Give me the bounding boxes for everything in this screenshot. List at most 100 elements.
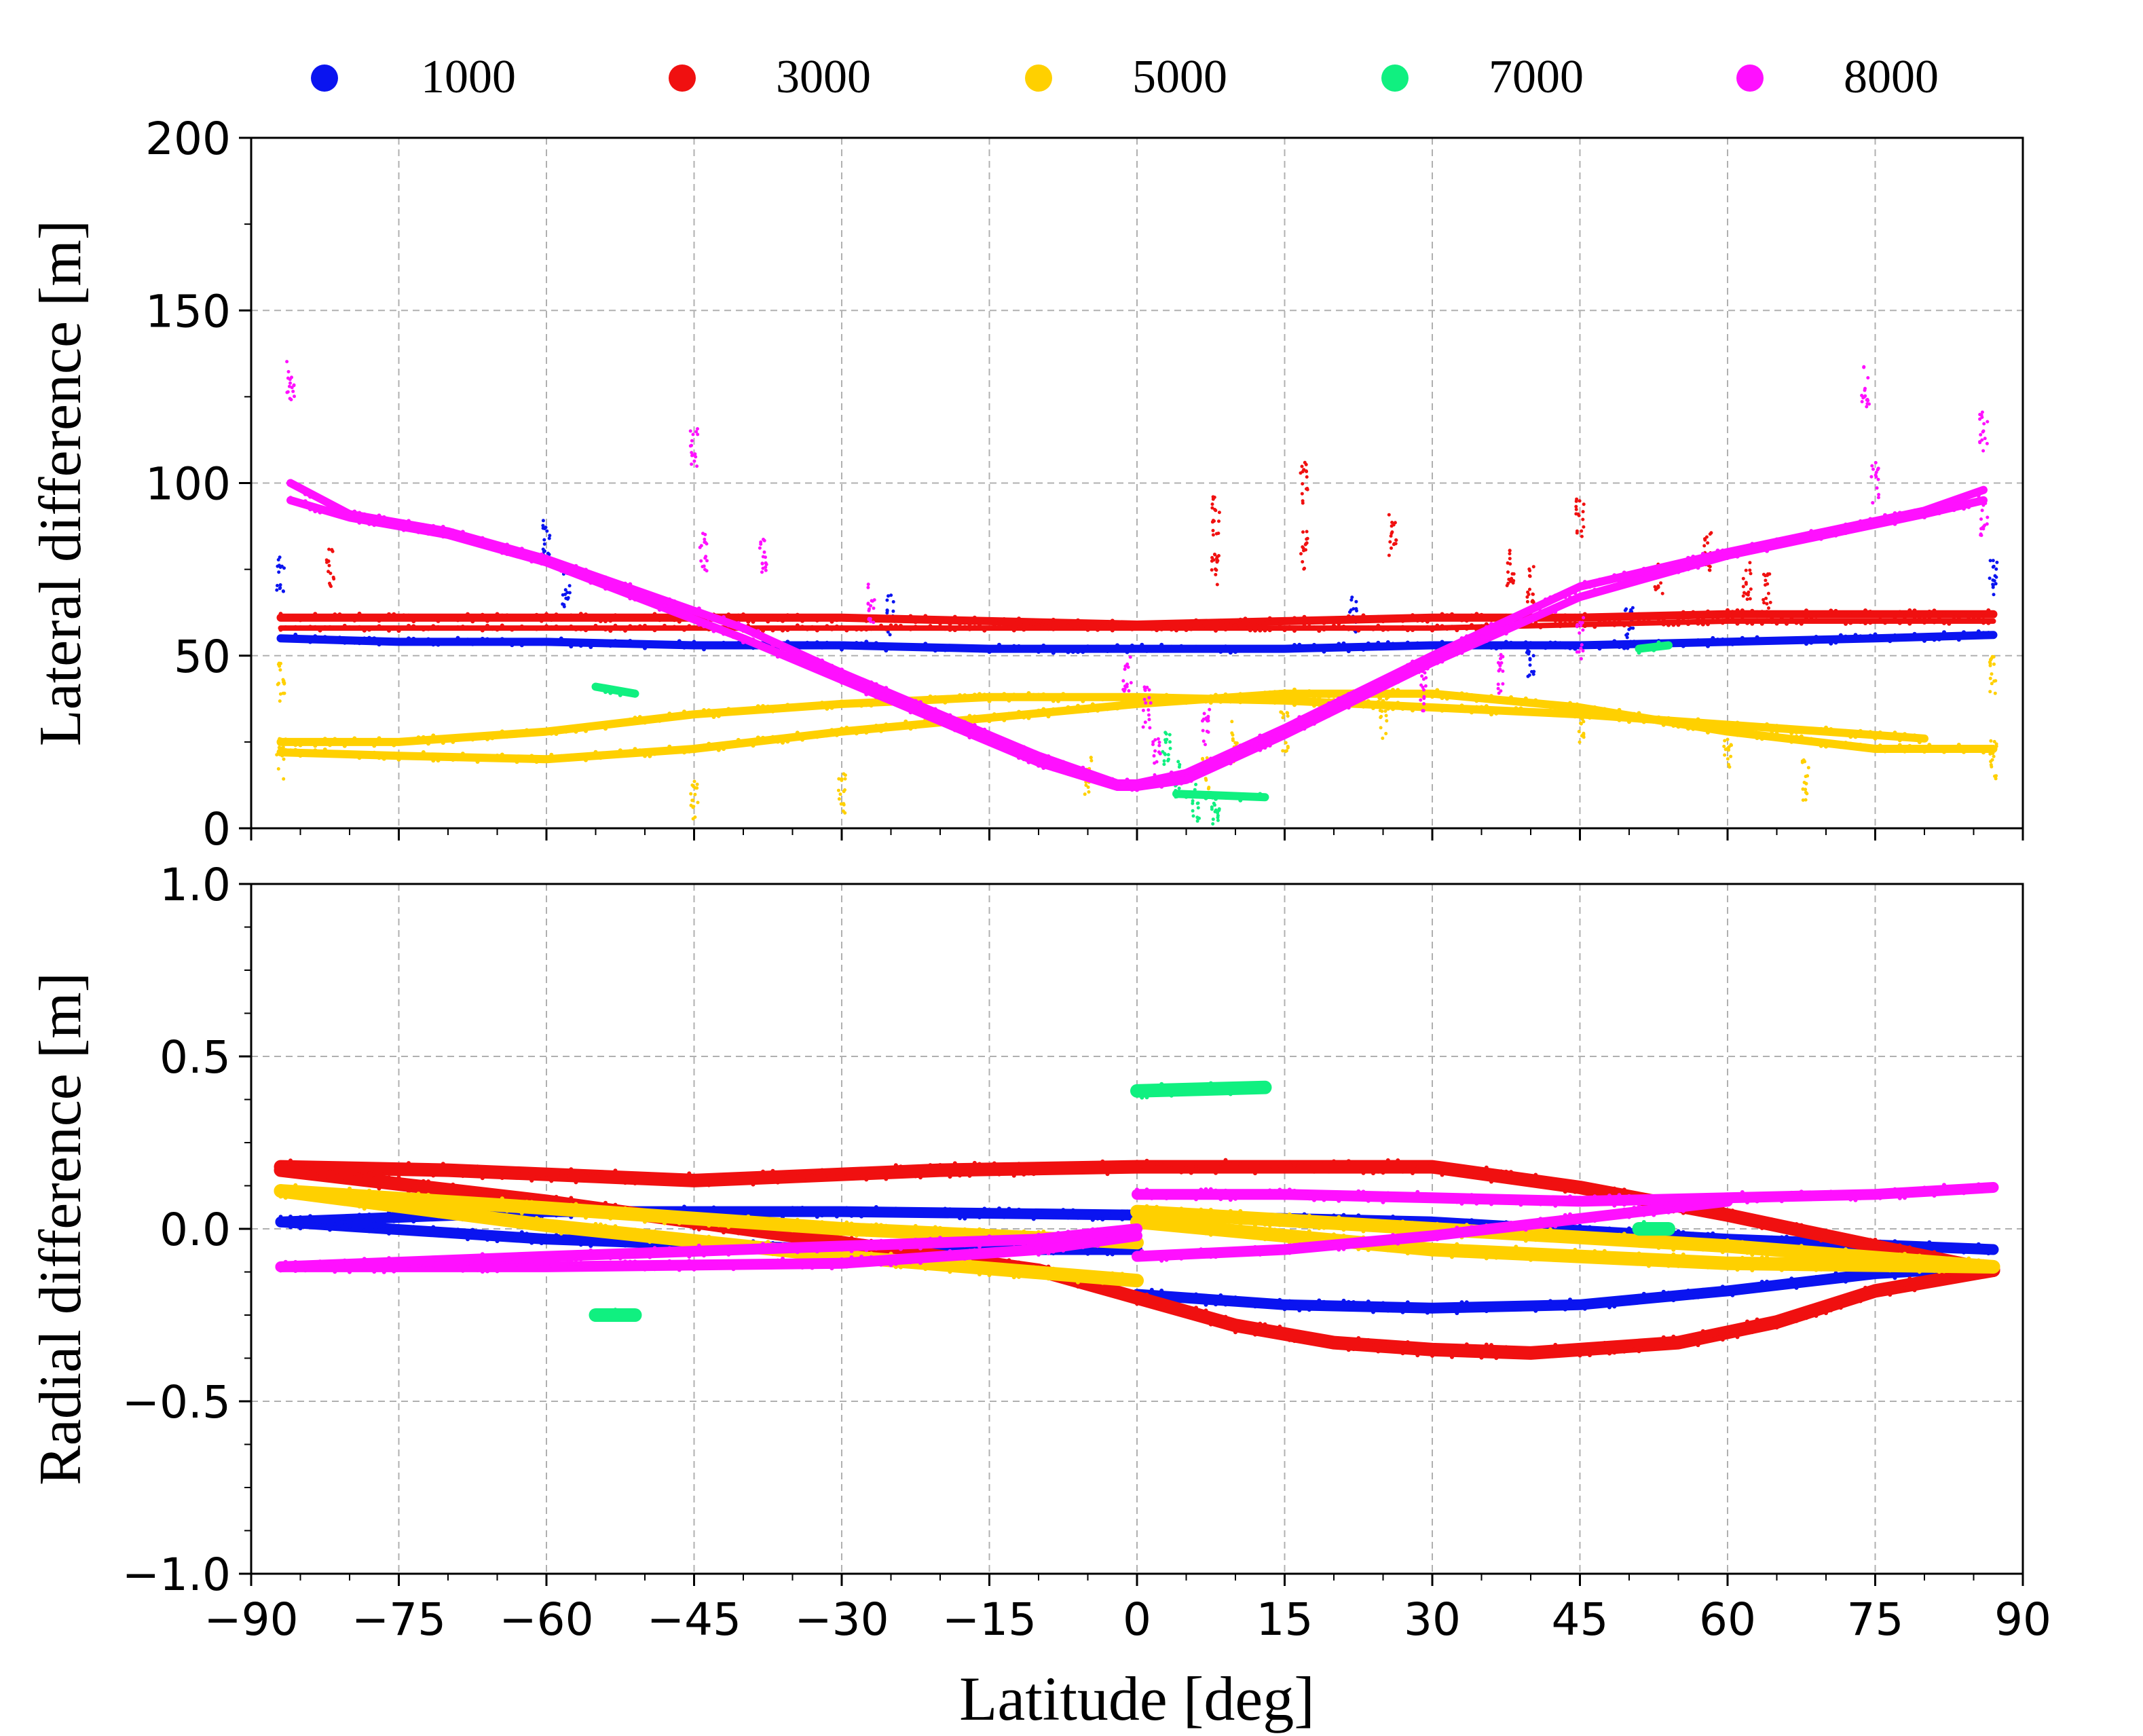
data-point-3000 — [352, 1175, 357, 1179]
outlier-point-8000 — [1576, 623, 1580, 627]
data-point-3000 — [618, 627, 622, 631]
data-point-3000 — [628, 1172, 633, 1177]
data-point-3000 — [1711, 1207, 1715, 1212]
data-point-1000 — [1420, 642, 1425, 647]
data-point-3000 — [1031, 625, 1036, 629]
data-point-3000 — [1155, 620, 1159, 625]
data-point-3000 — [1287, 1337, 1292, 1342]
data-point-8000 — [1942, 504, 1946, 508]
data-point-3000 — [810, 625, 815, 629]
data-point-1000 — [1765, 639, 1769, 644]
data-point-5000 — [766, 739, 770, 743]
data-point-5000 — [1070, 708, 1075, 713]
data-point-1000 — [1110, 1211, 1115, 1215]
outlier-point-5000 — [693, 792, 697, 796]
data-point-5000 — [1759, 727, 1764, 732]
data-point-3000 — [1844, 1300, 1848, 1305]
data-point-3000 — [1715, 1208, 1720, 1213]
data-point-3000 — [1563, 1351, 1567, 1356]
data-point-3000 — [603, 1170, 608, 1175]
data-point-3000 — [1715, 613, 1720, 617]
data-point-3000 — [1361, 1170, 1366, 1175]
data-point-8000 — [1912, 515, 1917, 519]
data-point-3000 — [825, 624, 830, 629]
data-point-5000 — [593, 1212, 598, 1216]
data-point-1000 — [1174, 648, 1178, 652]
data-point-3000 — [795, 623, 800, 628]
data-point-3000 — [751, 1182, 756, 1187]
data-point-3000 — [781, 1233, 785, 1238]
outlier-point-3000 — [1301, 530, 1305, 534]
data-point-3000 — [1411, 613, 1415, 618]
data-point-1000 — [1607, 642, 1611, 646]
data-point-3000 — [1405, 1340, 1410, 1344]
data-point-3000 — [992, 1161, 996, 1166]
data-point-5000 — [1056, 707, 1060, 712]
data-point-3000 — [1199, 625, 1204, 630]
data-point-3000 — [795, 612, 800, 617]
data-point-5000 — [657, 718, 662, 723]
outlier-point-1000 — [562, 603, 566, 607]
data-point-5000 — [584, 728, 588, 733]
data-point-1000 — [840, 647, 844, 652]
y-tick-label: 200 — [145, 113, 231, 165]
outlier-point-3000 — [1388, 540, 1392, 544]
data-point-1000 — [1819, 1280, 1823, 1285]
data-point-3000 — [455, 618, 460, 623]
data-point-5000 — [569, 728, 574, 733]
data-point-3000 — [1464, 618, 1469, 623]
data-point-3000 — [1883, 1287, 1887, 1292]
data-point-8000 — [1046, 754, 1051, 758]
data-point-5000 — [1130, 703, 1134, 707]
data-point-1000 — [308, 1225, 312, 1230]
outlier-point-5000 — [1994, 777, 1998, 781]
data-point-5000 — [667, 712, 672, 716]
data-point-1000 — [1459, 1218, 1464, 1223]
data-point-3000 — [1096, 1289, 1100, 1293]
data-point-3000 — [1553, 622, 1558, 627]
data-point-1000 — [1622, 646, 1626, 650]
data-point-8000 — [633, 597, 637, 602]
data-point-1000 — [470, 642, 475, 646]
data-point-1000 — [1278, 1297, 1282, 1302]
outlier-point-3000 — [1575, 531, 1579, 535]
data-point-5000 — [1785, 724, 1789, 729]
data-point-1000 — [381, 640, 386, 644]
data-point-1000 — [1715, 1289, 1720, 1294]
data-point-3000 — [1273, 1161, 1277, 1165]
data-point-5000 — [490, 754, 495, 759]
data-point-1000 — [899, 1209, 903, 1214]
outlier-point-5000 — [1204, 777, 1208, 781]
data-point-3000 — [1341, 1162, 1346, 1166]
data-point-3000 — [1696, 1343, 1700, 1348]
data-point-1000 — [711, 642, 716, 646]
data-point-3000 — [1509, 1170, 1513, 1175]
data-point-3000 — [1017, 1260, 1021, 1265]
data-point-5000 — [1400, 690, 1405, 695]
data-point-3000 — [770, 615, 775, 620]
data-point-1000 — [1878, 635, 1882, 640]
data-point-5000 — [766, 1224, 770, 1229]
data-point-1000 — [510, 1234, 515, 1239]
data-point-8000 — [1066, 771, 1070, 776]
data-point-3000 — [1455, 1344, 1459, 1348]
outlier-point-5000 — [690, 783, 694, 787]
data-point-3000 — [1046, 627, 1051, 631]
data-point-8000 — [1238, 751, 1243, 756]
data-point-5000 — [1838, 745, 1843, 750]
data-point-1000 — [1070, 1208, 1075, 1213]
data-point-8000 — [1568, 590, 1572, 595]
outlier-point-5000 — [1991, 752, 1995, 756]
data-point-3000 — [1208, 1168, 1213, 1172]
data-point-8000 — [756, 642, 760, 647]
data-point-8000 — [1081, 773, 1085, 778]
data-point-8000 — [372, 523, 377, 528]
data-point-8000 — [1612, 573, 1617, 578]
data-point-5000 — [1302, 694, 1307, 699]
outlier-point-7000 — [1191, 799, 1195, 803]
data-point-1000 — [377, 1217, 381, 1221]
data-point-3000 — [1750, 1330, 1755, 1335]
data-point-1000 — [1341, 641, 1346, 646]
outlier-point-8000 — [1129, 681, 1133, 685]
data-point-1000 — [1568, 646, 1572, 650]
